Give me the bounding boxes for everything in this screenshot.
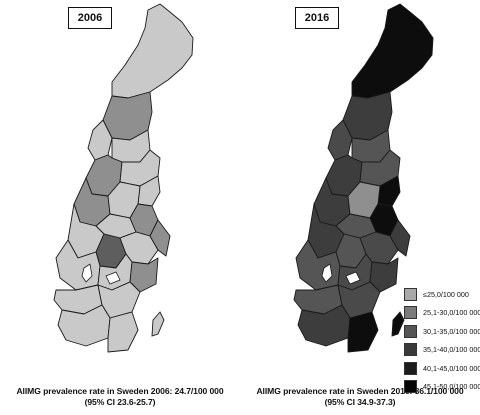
year-label-2006: 2006 — [68, 7, 112, 29]
map-2006-county-region — [111, 3, 194, 99]
caption-2006-line2: (95% CI 23.6-25.7) — [84, 397, 156, 407]
legend-item: ≤25,0/100 000 — [404, 287, 480, 302]
map-2006-lake — [81, 263, 93, 283]
map-panel-2016: 2016 AllMG prevalence rate in Sweden 201… — [240, 0, 480, 415]
caption-2006-line1: AllMG prevalence rate in Sweden 2006: 24… — [16, 386, 224, 396]
year-label-2016: 2016 — [295, 7, 339, 29]
legend-swatch — [404, 324, 417, 338]
map-2006-gotland-island — [151, 311, 165, 337]
caption-2016-line2: (95% CI 34.9-37.3) — [324, 397, 396, 407]
caption-2016: AllMG prevalence rate in Sweden 2016: 36… — [240, 386, 480, 408]
map-panel-2006: 2006 AllMG prevalence rate in Sweden 200… — [0, 3, 240, 408]
legend-label: 45,1-50,0/100 000 — [423, 381, 480, 391]
legend-label: 25,1-30,0/100 000 — [423, 308, 480, 318]
caption-2006: AllMG prevalence rate in Sweden 2006: 24… — [0, 386, 240, 408]
legend-item: 30,1-35,0/100 000 — [404, 324, 480, 339]
legend-label: ≤25,0/100 000 — [423, 290, 469, 299]
sweden-map-2016 — [293, 3, 434, 353]
legend-item: 35,1-40,0/100 000 — [404, 342, 480, 357]
caption-2016-line1: AllMG prevalence rate in Sweden 2016: 36… — [256, 386, 464, 396]
legend-label: 40,1-45,0/100 000 — [423, 363, 480, 373]
map-2016-county-region — [351, 3, 434, 99]
map-2006-county-region — [107, 311, 139, 353]
legend-swatch — [404, 361, 417, 375]
sweden-map-2006 — [53, 3, 194, 353]
map-2016-lake — [321, 263, 333, 283]
map-2016-county-region — [347, 311, 379, 353]
legend-label: 30,1-35,0/100 000 — [423, 326, 480, 336]
map-2006-county-region — [149, 219, 171, 257]
legend-swatch — [404, 306, 417, 320]
legend-item: 40,1-45,0/100 000 — [404, 361, 480, 376]
map-2006-lake — [105, 271, 121, 285]
map-2016-lake — [345, 271, 361, 285]
map-2016-county-region — [389, 219, 411, 257]
legend-swatch — [404, 343, 417, 357]
legend-item: 25,1-30,0/100 000 — [404, 305, 480, 320]
map-2016-gotland-island — [391, 311, 405, 337]
legend-swatch — [404, 379, 417, 393]
legend-swatch — [404, 288, 417, 301]
legend-label: 35,1-40,0/100 000 — [423, 345, 480, 355]
legend-item: 45,1-50,0/100 000 — [404, 379, 480, 394]
map-legend: ≤25,0/100 000 25,1-30,0/100 000 30,1-35,… — [404, 287, 480, 397]
